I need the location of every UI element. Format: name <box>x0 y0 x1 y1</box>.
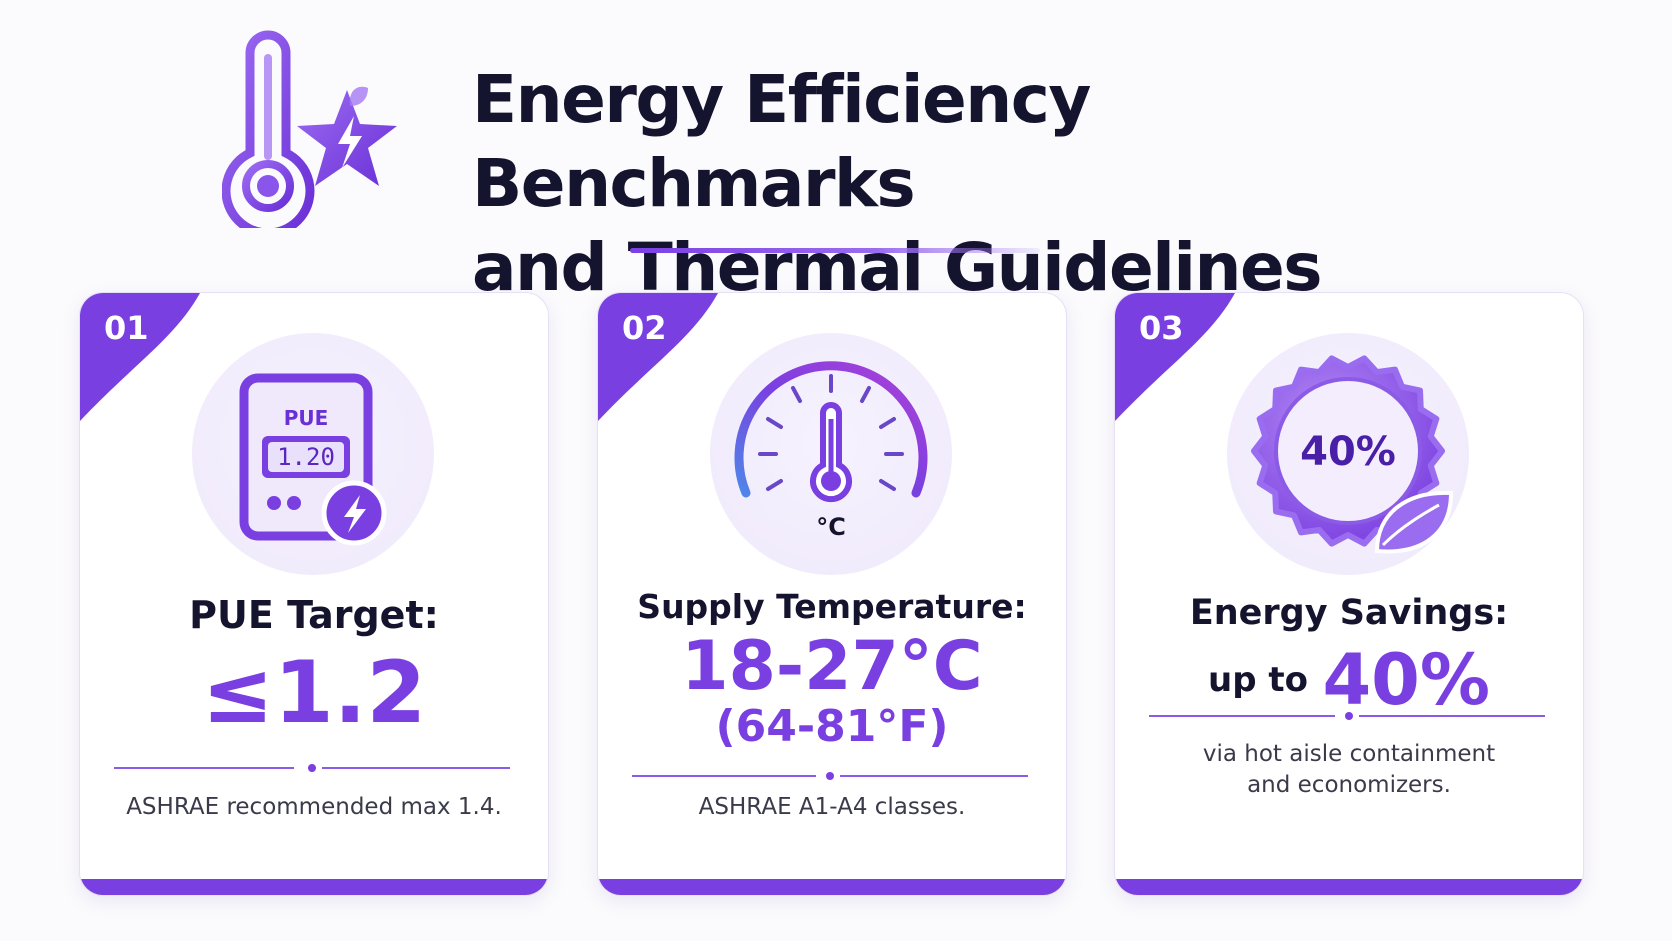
pue-icon-display: 1.20 <box>277 443 335 471</box>
energy-savings-note: via hot aisle containment and economizer… <box>1115 739 1583 801</box>
card-number-badge <box>1115 293 1235 421</box>
card-divider <box>1149 710 1545 722</box>
pue-meter-icon-bg: PUE 1.20 <box>192 333 434 575</box>
energy-savings-label: Energy Savings: <box>1189 593 1509 633</box>
energy-savings-note-line-1: via hot aisle containment <box>1202 741 1496 767</box>
pue-meter-icon: PUE 1.20 <box>239 373 387 546</box>
savings-badge-leaf-icon: 40% <box>1251 355 1454 554</box>
card-number: 01 <box>104 309 149 347</box>
pue-icon-label: PUE <box>284 406 329 430</box>
card-supply-temperature: 02 <box>597 292 1067 896</box>
supply-temperature-note: ASHRAE A1-A4 classes. <box>698 794 966 820</box>
card-energy-savings: 03 40% Energy Savings: up to 40% <box>1114 292 1584 896</box>
energy-savings-value-row: up to 40% <box>1115 639 1583 721</box>
page-title: Energy Efficiency Benchmarks and Thermal… <box>472 58 1552 310</box>
card-pue-target: 01 PUE 1.20 PUE Target: ≤1.2 ASHRAE reco… <box>79 292 549 896</box>
thermometer-star-bolt-icon <box>222 30 397 228</box>
pue-target-label: PUE Target: <box>189 593 439 637</box>
supply-temperature-celsius: 18-27°C <box>681 627 983 706</box>
card-number: 03 <box>1139 309 1184 347</box>
title-line-1: Energy Efficiency Benchmarks <box>472 61 1091 222</box>
energy-savings-note-line-2: and economizers. <box>1247 772 1451 798</box>
gauge-unit-label: °C <box>816 513 846 541</box>
card-number-badge <box>598 293 718 421</box>
supply-temperature-fahrenheit: (64-81°F) <box>715 701 949 752</box>
energy-savings-value: 40% <box>1322 639 1490 721</box>
temperature-gauge-icon-bg: °C <box>710 333 952 575</box>
card-divider <box>114 762 510 774</box>
supply-temperature-label: Supply Temperature: <box>637 587 1027 626</box>
title-underline <box>630 248 1040 253</box>
pue-note: ASHRAE recommended max 1.4. <box>126 794 502 820</box>
badge-percent-text: 40% <box>1300 429 1396 475</box>
card-divider <box>632 770 1028 782</box>
card-number: 02 <box>622 309 667 347</box>
card-number-badge <box>80 293 200 421</box>
pue-target-value: ≤1.2 <box>201 643 427 743</box>
energy-savings-prefix: up to <box>1207 660 1308 700</box>
temperature-gauge-icon: °C <box>734 361 928 541</box>
savings-badge-icon-bg: 40% <box>1227 333 1469 575</box>
